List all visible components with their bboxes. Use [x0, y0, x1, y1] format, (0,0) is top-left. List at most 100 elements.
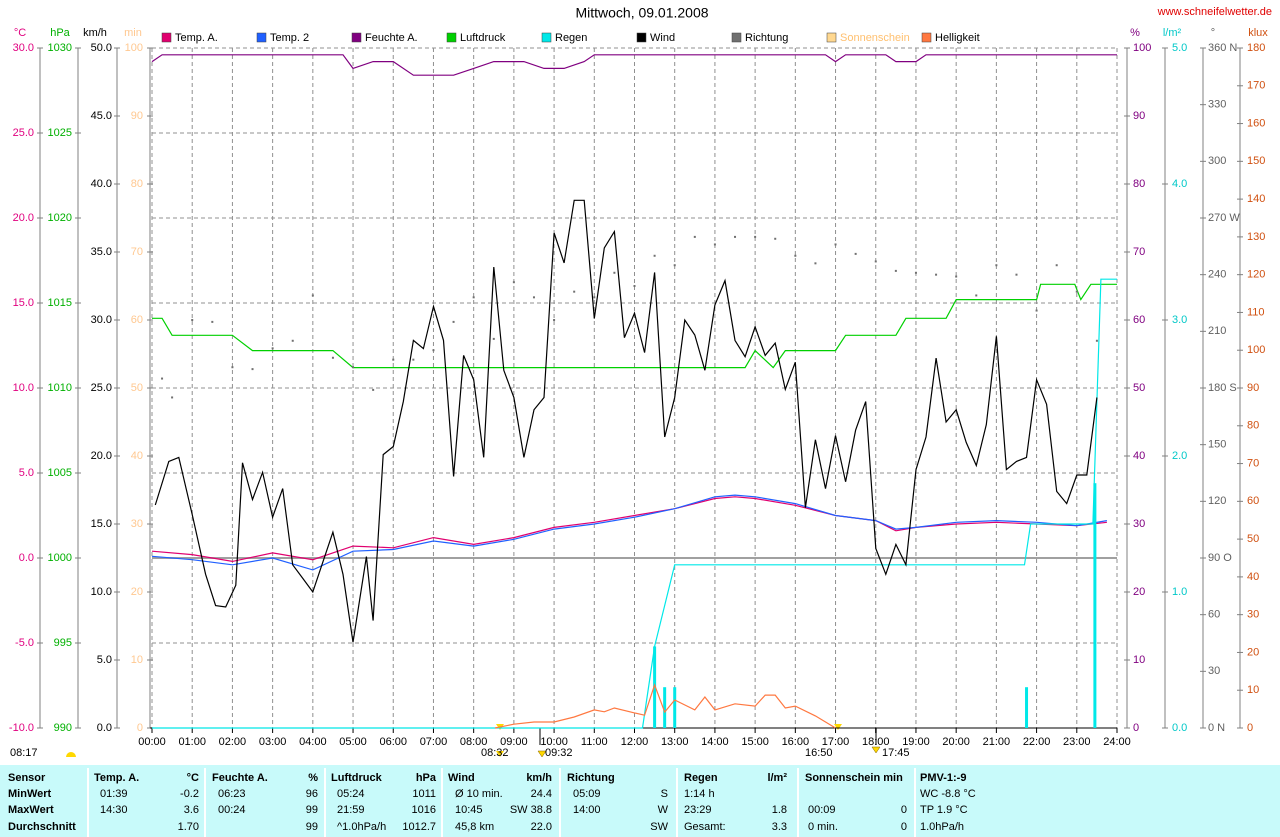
sunset-icon — [834, 724, 842, 730]
x-tick-label: 08:00 — [460, 736, 488, 748]
direction-dot — [211, 320, 214, 323]
y-tick-label: 0 — [1247, 722, 1253, 734]
direction-dot — [432, 349, 435, 352]
column-unit: °C — [187, 772, 199, 784]
table-cell: 1011 — [412, 788, 436, 800]
y-tick-label: 0 — [1133, 722, 1139, 734]
table-cell: 10:45 — [455, 804, 483, 816]
direction-dot — [1095, 339, 1098, 342]
y-tick-label: 10 — [131, 654, 143, 666]
y-tick-label: 150 — [1247, 155, 1265, 167]
y-tick-label: 60 — [1133, 314, 1145, 326]
x-tick-label: 07:00 — [420, 736, 448, 748]
y-tick-label: 0 N — [1208, 722, 1225, 734]
y-tick-label: 30 — [1247, 609, 1259, 621]
y-tick-label: 180 — [1247, 42, 1265, 54]
table-cell: 14:30 — [100, 804, 128, 816]
y-tick-label: 120 — [1208, 495, 1226, 507]
x-tick-label: 23:00 — [1063, 736, 1091, 748]
y-tick-label: 20 — [1247, 646, 1259, 658]
table-cell: 3.6 — [184, 804, 199, 816]
x-tick-label: 15:00 — [741, 736, 769, 748]
rain-bar — [1093, 483, 1097, 728]
y-tick-label: 3.0 — [1172, 314, 1187, 326]
direction-dot — [794, 254, 797, 257]
direction-dot — [392, 358, 395, 361]
y-tick-label: 210 — [1208, 325, 1226, 337]
direction-dot — [975, 294, 978, 297]
series-line — [151, 494, 1108, 571]
y-tick-label: 10.0 — [13, 382, 34, 394]
x-tick-label: 05:00 — [339, 736, 367, 748]
y-tick-label: -10.0 — [9, 722, 34, 734]
direction-dot — [653, 254, 656, 257]
series-line — [151, 496, 1107, 563]
table-cell: ^1.0hPa/h — [337, 821, 386, 833]
table-cell: 1.0hPa/h — [920, 821, 964, 833]
direction-dot — [1075, 290, 1078, 293]
x-tick-label: 16:00 — [782, 736, 810, 748]
table-cell: 01:39 — [100, 788, 128, 800]
axis-unit: klux — [1248, 27, 1268, 39]
table-cell: 45,8 km — [455, 821, 494, 833]
column-header: Richtung — [567, 772, 615, 784]
y-tick-label: 120 — [1247, 269, 1265, 281]
column-unit: l/m² — [767, 772, 787, 784]
y-tick-label: 1005 — [48, 467, 72, 479]
table-cell: S — [661, 788, 668, 800]
y-tick-label: 45.0 — [91, 110, 112, 122]
y-tick-label: 0.0 — [97, 722, 112, 734]
series-line — [494, 683, 836, 729]
direction-dot — [834, 243, 837, 246]
y-tick-label: 160 — [1247, 117, 1265, 129]
x-tick-label: 22:00 — [1023, 736, 1051, 748]
direction-dot — [573, 290, 576, 293]
y-tick-label: 90 — [131, 110, 143, 122]
table-cell: 24.4 — [531, 788, 552, 800]
y-tick-label: 100 — [1247, 344, 1265, 356]
column-header: Temp. A. — [94, 772, 139, 784]
legend-label: Feuchte A. — [365, 32, 418, 44]
direction-dot — [492, 337, 495, 340]
table-cell: 0 min. — [808, 821, 838, 833]
direction-dot — [191, 319, 194, 321]
table-cell: 22.0 — [531, 821, 552, 833]
x-tick-label: 21:00 — [983, 736, 1011, 748]
table-cell: 05:24 — [337, 788, 365, 800]
direction-dot — [995, 264, 998, 267]
y-tick-label: 330 — [1208, 99, 1226, 111]
y-tick-label: 995 — [54, 637, 72, 649]
direction-dot — [914, 271, 917, 274]
y-tick-label: 25.0 — [13, 127, 34, 139]
column-unit: % — [308, 772, 318, 784]
table-cell: 99 — [306, 804, 318, 816]
column-header: Regen — [684, 772, 718, 784]
column-header: PMV-1:-9 — [920, 772, 966, 784]
direction-dot — [593, 296, 596, 299]
table-cell: 00:09 — [808, 804, 836, 816]
column-header: Feuchte A. — [212, 772, 268, 784]
x-tick-label: 04:00 — [299, 736, 327, 748]
y-tick-label: 70 — [131, 246, 143, 258]
x-tick-label: 06:00 — [379, 736, 407, 748]
y-tick-label: 80 — [1247, 420, 1259, 432]
table-cell: 3.3 — [772, 821, 787, 833]
y-tick-label: 80 — [131, 178, 143, 190]
legend-label: Sonnenschein — [840, 32, 910, 44]
y-tick-label: 70 — [1133, 246, 1145, 258]
y-tick-label: 90 — [1247, 382, 1259, 394]
y-tick-label: 50 — [1247, 533, 1259, 545]
y-tick-label: 990 — [54, 722, 72, 734]
legend-swatch — [446, 32, 457, 43]
y-tick-label: 300 — [1208, 155, 1226, 167]
y-tick-label: 50 — [131, 382, 143, 394]
direction-dot — [311, 294, 314, 297]
y-tick-label: 240 — [1208, 269, 1226, 281]
y-tick-label: 0 — [137, 722, 143, 734]
x-tick-label: 01:00 — [178, 736, 206, 748]
y-tick-label: 1025 — [48, 127, 72, 139]
column-unit: km/h — [526, 772, 552, 784]
y-tick-label: 1030 — [48, 42, 72, 54]
annotation: 08:32 — [481, 747, 509, 759]
